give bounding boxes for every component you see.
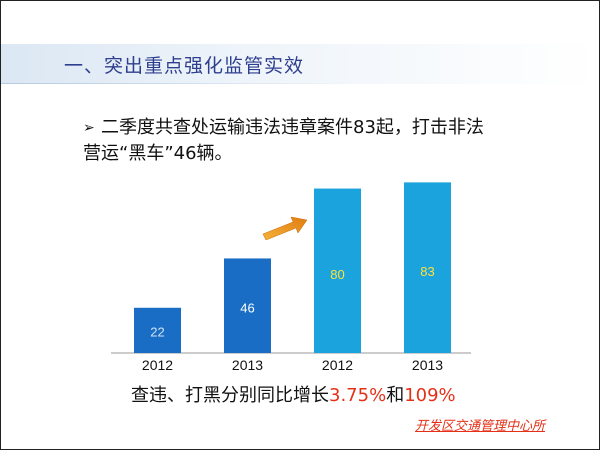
bar-3 (314, 188, 361, 353)
bullet-text: ➢ 二季度共查处运输违法违章案件83起，打击非法 营运“黑车”46辆。 (83, 115, 553, 167)
data-label-1: 22 (150, 324, 164, 339)
summary-pct-1: 3.75% (329, 385, 387, 406)
data-label-4: 83 (420, 264, 434, 279)
x-tick-label-3: 2012 (322, 357, 353, 373)
bars-group: 22 2012 46 2013 80 2012 83 2013 (134, 182, 451, 373)
bullet-line-1: 二季度共查处运输违法违章案件83起，打击非法 (101, 117, 484, 138)
growth-arrow-icon (262, 216, 308, 241)
summary-label: 查违、打黑分别同比增长 (131, 385, 329, 406)
summary-pct-2: 109% (404, 385, 456, 406)
summary-text: 查违、打黑分别同比增长3.75%和109% (131, 381, 456, 407)
footer-org: 开发区交通管理中心所 (415, 419, 546, 434)
data-label-3: 80 (330, 267, 344, 282)
slide-title: 一、突出重点强化监管实效 (64, 55, 305, 77)
bullet-line-2: 营运“黑车”46辆。 (83, 143, 233, 164)
data-label-2: 46 (240, 301, 254, 316)
x-tick-label-2: 2013 (232, 357, 263, 373)
title-bar (1, 44, 599, 84)
bar-4 (404, 182, 451, 353)
summary-conj: 和 (386, 385, 405, 406)
bar-1 (134, 307, 181, 353)
bar-2 (224, 258, 271, 353)
bullet-arrow-icon: ➢ (83, 120, 95, 136)
x-tick-label-1: 2012 (142, 357, 173, 373)
x-tick-label-4: 2013 (412, 357, 443, 373)
